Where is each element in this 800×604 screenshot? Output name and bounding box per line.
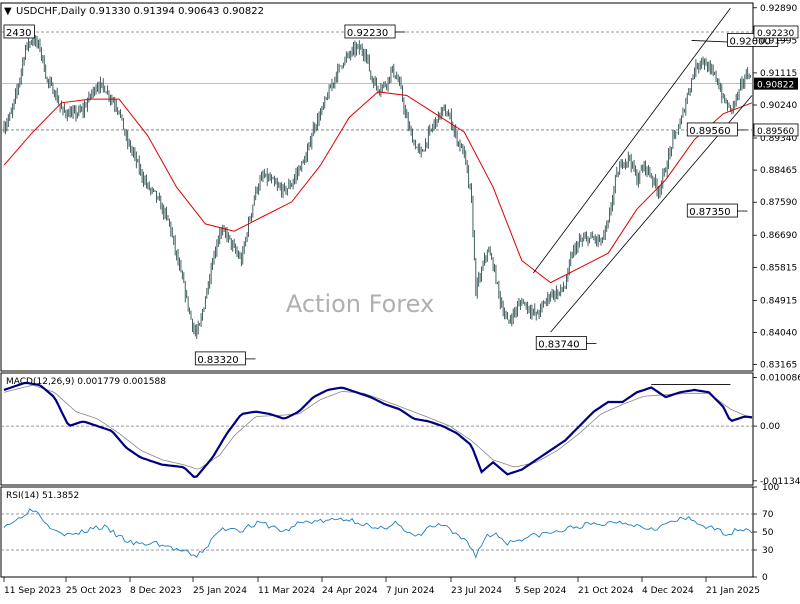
watermark: Action Forex: [286, 290, 434, 318]
annotation-label: 0.83320: [194, 351, 256, 366]
y-tick-label: 0.90240: [760, 101, 797, 111]
x-tick-label: 23 Jul 2024: [451, 586, 502, 596]
macd-line: [3, 381, 753, 479]
rsi-plot: [1, 508, 753, 559]
ohlc-readout: 0.91330 0.91394 0.90643 0.90822: [89, 6, 264, 17]
macd-y-tick-label: 0.00: [760, 422, 780, 432]
y-tick-label: 0.83165: [760, 361, 797, 371]
price-overlay: 2430 0.92230 0.83320 0.83740 0.89560 0.87350 0…: [3, 7, 788, 366]
rsi-panel: [0, 486, 754, 578]
annotation-label: 0.83740: [535, 336, 597, 350]
level-tag: [753, 25, 799, 39]
x-tick-label: 25 Jan 2024: [193, 586, 247, 596]
y-tick-label: 0.91995: [760, 37, 797, 47]
x-tick-label: 21 Oct 2024: [578, 586, 634, 596]
axes: 0.92890 0.91995 0.91115 0.90240 0.89340 0.884…: [3, 4, 800, 596]
x-tick-label: 25 Oct 2023: [66, 586, 122, 596]
rsi-y-tick-label: 50: [762, 528, 774, 538]
annotation-label: 2430: [3, 24, 35, 39]
x-tick-label: 11 Sep 2023: [4, 586, 61, 596]
annotation-box: [686, 122, 738, 137]
price-panel: [0, 2, 754, 372]
y-tick-label: 0.84040: [760, 328, 797, 338]
macd-plot: [1, 381, 753, 479]
level-tag-text: 0.89560: [757, 127, 794, 137]
annotation-label: 0.87350: [686, 203, 748, 218]
level-tag-text: 0.92230: [757, 29, 794, 39]
rsi-y-tick-label: 100: [762, 483, 779, 493]
x-tick-label: 21 Jan 2025: [706, 586, 760, 596]
annotation-text: 0.83320: [197, 355, 238, 366]
y-tick-label: 0.88465: [760, 166, 797, 176]
moving-average-line: [3, 91, 753, 284]
annotation-text: 0.92000: [730, 36, 771, 47]
candles: [3, 33, 752, 339]
annotation-box: [194, 351, 246, 366]
y-tick-label: 0.85815: [760, 263, 797, 273]
y-tick-label: 0.87590: [760, 198, 797, 208]
annotation-text: 0.83740: [538, 339, 579, 350]
x-tick-label: 4 Dec 2024: [642, 586, 694, 596]
rsi-line: [3, 508, 753, 559]
annotation-box: [686, 203, 738, 218]
x-tick-label: 7 Jun 2024: [386, 586, 435, 596]
current-price-tag: [754, 77, 798, 90]
y-tick-label: 0.84915: [760, 296, 797, 306]
annotation-box: [535, 336, 587, 350]
current-price-text: 0.90822: [757, 81, 794, 91]
x-tick-label: 11 Mar 2024: [258, 586, 315, 596]
macd-panel: [0, 372, 754, 486]
y-tick-label: 0.86690: [760, 231, 797, 241]
y-tick-label: 0.89340: [760, 134, 797, 144]
annotation-text: 2430: [6, 28, 31, 39]
x-tick-label: 8 Dec 2023: [130, 586, 182, 596]
annotation-box: [344, 24, 396, 39]
macd-y-tick-label: -0.011342: [760, 477, 800, 487]
rsi-y-tick-label: 70: [762, 510, 774, 520]
annotation-text: 0.87350: [689, 207, 730, 218]
y-tick-label: 0.91115: [760, 69, 797, 79]
channel-upper-line: [533, 7, 731, 274]
macd-y-tick-label: 0.010086: [760, 373, 800, 383]
symbol-dropdown-icon[interactable]: ▼: [4, 6, 12, 17]
annotation-label: 0.89560: [686, 122, 748, 137]
chart-title: USDCHF,Daily: [16, 6, 86, 17]
rsi-title: RSI(14) 51.3852: [6, 491, 79, 501]
rsi-y-tick-label: 30: [762, 546, 774, 556]
x-tick-label: 5 Sep 2024: [515, 586, 567, 596]
rsi-y-tick-label: 0: [762, 573, 768, 583]
annotation-box: [3, 24, 35, 39]
level-tag: [753, 123, 799, 137]
macd-title: MACD(12,26,9) 0.001779 0.001588: [6, 377, 166, 387]
annotation-text: 0.92230: [347, 28, 388, 39]
annotation-text: 0.89560: [689, 126, 730, 137]
x-tick-label: 24 Apr 2024: [322, 586, 378, 596]
macd-signal-line: [3, 384, 753, 470]
annotation-label: 0.92230: [344, 24, 406, 39]
price-plot: [1, 31, 753, 339]
y-tick-label: 0.92890: [760, 4, 797, 14]
